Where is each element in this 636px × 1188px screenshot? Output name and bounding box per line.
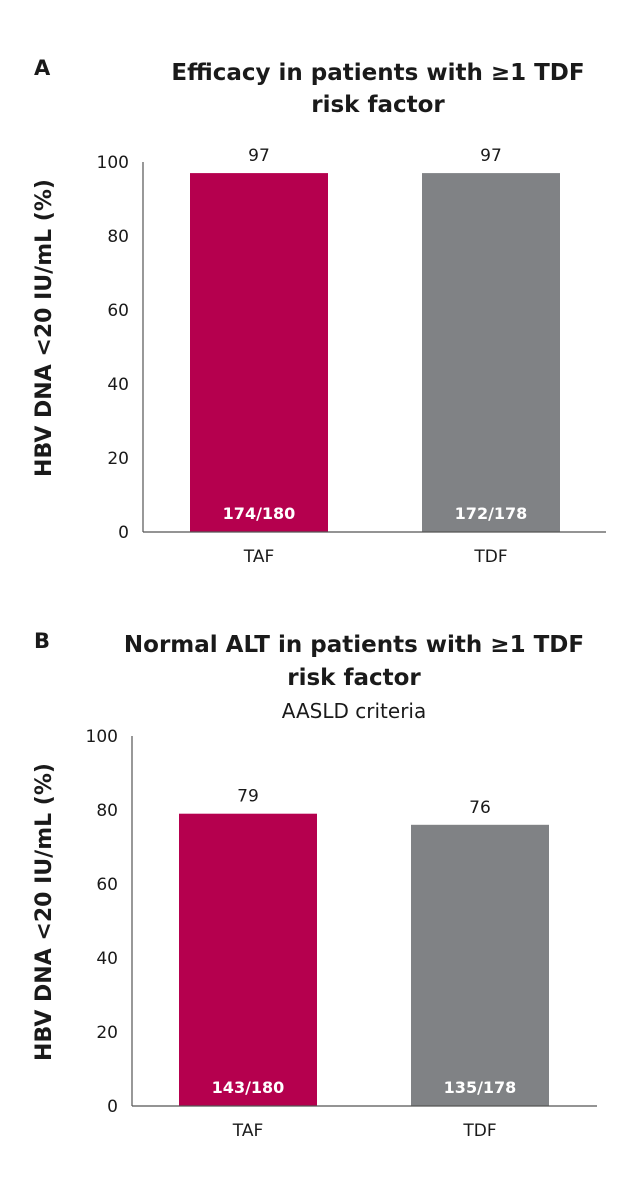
bar-taf [179, 813, 317, 1106]
y-tick-label: 40 [107, 375, 129, 395]
panel-letter: A [34, 56, 51, 80]
bar-taf [190, 173, 328, 532]
y-tick-label: 0 [118, 523, 129, 543]
y-tick-label: 20 [107, 449, 129, 469]
chart-panel-a: A Efficacy in patients with ≥1 TDF risk fa… [32, 56, 606, 567]
bar-count-label: 135/178 [444, 1078, 517, 1097]
y-tick-label: 100 [97, 153, 129, 173]
y-tick-label: 0 [107, 1097, 118, 1117]
bar-count-label: 143/180 [212, 1078, 285, 1097]
x-category-label: TAF [243, 547, 274, 567]
y-tick-label: 80 [107, 227, 129, 247]
chart-panel-b: B Normal ALT in patients with ≥1 TDF risk … [32, 629, 597, 1141]
bar-count-label: 172/178 [455, 504, 528, 523]
chart-title-line: risk factor [311, 92, 445, 118]
chart-title-line: Efficacy in patients with ≥1 TDF [171, 60, 584, 86]
chart-title-line: Normal ALT in patients with ≥1 TDF [124, 632, 584, 658]
bar-tdf [411, 824, 549, 1106]
panel-letter: B [34, 629, 50, 653]
bar-tdf [422, 173, 560, 532]
bar-value-label: 79 [237, 787, 259, 807]
chart-title-line: risk factor [287, 665, 421, 691]
y-tick-label: 60 [96, 875, 118, 895]
x-category-label: TDF [473, 547, 507, 567]
y-axis-label: HBV DNA <20 IU/mL (%) [32, 179, 57, 477]
y-axis-label: HBV DNA <20 IU/mL (%) [32, 763, 57, 1061]
y-tick-label: 20 [96, 1023, 118, 1043]
chart-subtitle: AASLD criteria [282, 699, 426, 723]
bar-value-label: 97 [480, 146, 502, 166]
y-tick-label: 60 [107, 301, 129, 321]
y-tick-label: 80 [96, 801, 118, 821]
bar-value-label: 97 [248, 146, 270, 166]
y-tick-label: 100 [86, 727, 118, 747]
bar-count-label: 174/180 [223, 504, 296, 523]
bar-value-label: 76 [469, 798, 491, 818]
x-category-label: TDF [462, 1121, 496, 1141]
y-tick-label: 40 [96, 949, 118, 969]
x-category-label: TAF [232, 1121, 263, 1141]
